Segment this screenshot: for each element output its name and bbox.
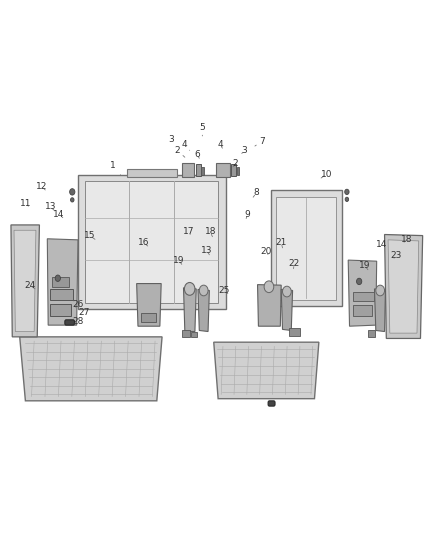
Text: 4: 4 — [181, 141, 190, 150]
Polygon shape — [184, 288, 196, 332]
Circle shape — [357, 278, 362, 285]
Text: 5: 5 — [199, 124, 205, 136]
Text: 23: 23 — [391, 252, 402, 260]
Text: 1: 1 — [110, 161, 120, 175]
Circle shape — [71, 198, 74, 202]
Bar — [182, 330, 190, 337]
Polygon shape — [281, 289, 293, 330]
Text: 19: 19 — [359, 261, 370, 270]
Text: 14: 14 — [376, 240, 388, 248]
Polygon shape — [374, 289, 385, 332]
Bar — [191, 332, 197, 337]
Circle shape — [184, 282, 195, 295]
Text: 10: 10 — [321, 170, 332, 179]
Text: 24: 24 — [24, 281, 35, 289]
Text: 11: 11 — [20, 199, 31, 208]
Text: 22: 22 — [289, 260, 300, 269]
Bar — [237, 167, 239, 175]
Text: 21: 21 — [276, 238, 287, 248]
Bar — [353, 292, 374, 301]
Bar — [78, 175, 226, 309]
Bar — [216, 163, 230, 177]
Text: 25: 25 — [219, 286, 230, 295]
Bar — [353, 305, 372, 316]
Bar — [231, 164, 236, 176]
FancyBboxPatch shape — [268, 401, 275, 406]
Bar — [85, 181, 218, 303]
Polygon shape — [258, 285, 281, 326]
Polygon shape — [385, 235, 423, 338]
Text: 27: 27 — [78, 309, 90, 317]
Bar — [196, 164, 201, 176]
Text: 2: 2 — [175, 146, 185, 157]
Circle shape — [283, 286, 291, 297]
Text: 6: 6 — [194, 150, 200, 159]
Polygon shape — [214, 342, 319, 399]
Bar — [52, 277, 69, 287]
Text: 13: 13 — [201, 246, 212, 255]
Polygon shape — [20, 337, 162, 401]
Polygon shape — [47, 239, 78, 325]
Text: 4: 4 — [217, 141, 223, 149]
Bar — [141, 313, 156, 322]
Circle shape — [55, 275, 60, 281]
Bar — [289, 328, 300, 336]
Text: 14: 14 — [53, 210, 65, 219]
Text: 8: 8 — [253, 189, 259, 197]
Text: 3: 3 — [241, 146, 247, 155]
Bar — [201, 167, 204, 175]
Bar — [50, 289, 73, 300]
Text: 2: 2 — [233, 159, 238, 168]
Circle shape — [345, 189, 349, 195]
Polygon shape — [137, 284, 161, 326]
Text: 17: 17 — [183, 228, 194, 236]
FancyBboxPatch shape — [65, 320, 74, 325]
Text: 16: 16 — [138, 238, 149, 247]
Text: 18: 18 — [205, 228, 216, 237]
Bar — [271, 190, 342, 306]
Bar — [50, 304, 71, 316]
Text: 13: 13 — [45, 203, 56, 211]
Bar — [182, 163, 194, 177]
Text: 12: 12 — [36, 182, 47, 191]
Polygon shape — [388, 240, 419, 333]
Text: 15: 15 — [84, 231, 95, 240]
Circle shape — [199, 285, 208, 296]
Circle shape — [376, 285, 385, 296]
Circle shape — [264, 281, 274, 293]
Polygon shape — [348, 260, 377, 326]
Bar — [368, 330, 375, 337]
Circle shape — [345, 197, 349, 201]
Text: 20: 20 — [261, 247, 272, 256]
Bar — [276, 197, 336, 300]
Text: 28: 28 — [72, 318, 84, 326]
Text: 18: 18 — [401, 236, 412, 244]
Polygon shape — [14, 230, 36, 332]
Circle shape — [70, 189, 75, 195]
Text: 9: 9 — [244, 210, 251, 219]
Text: 3: 3 — [168, 135, 179, 147]
Polygon shape — [198, 289, 209, 332]
Text: 7: 7 — [255, 137, 265, 146]
Text: 19: 19 — [173, 256, 184, 264]
Text: 26: 26 — [72, 301, 84, 309]
Polygon shape — [11, 225, 39, 337]
Bar — [127, 169, 177, 177]
